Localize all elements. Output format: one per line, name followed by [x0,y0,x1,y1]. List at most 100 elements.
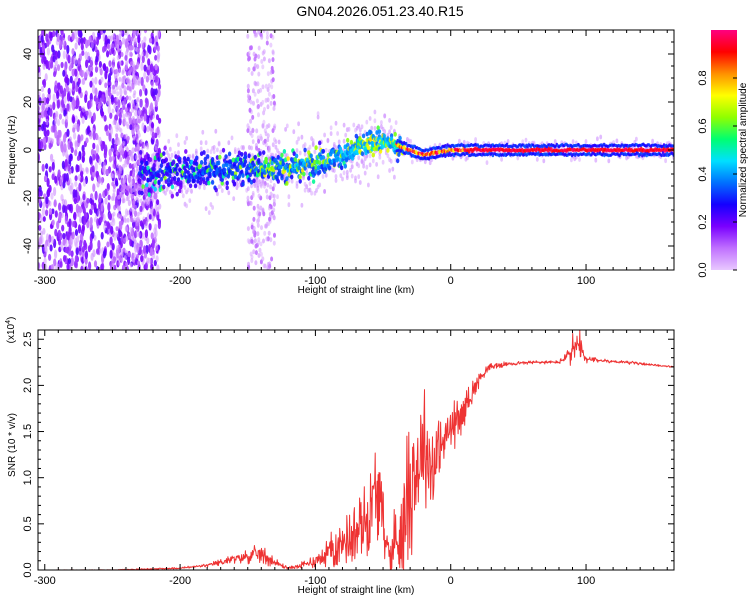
spectrogram-y-axis-label: Frequency (Hz) [7,116,18,185]
spectrogram-cell [168,146,172,152]
spectrogram-cell [98,60,102,68]
spectrogram-cell [146,165,150,171]
spectrogram-cell [89,70,94,77]
spectrogram-cell [60,61,64,69]
spectrogram-cell [272,207,276,213]
spectrogram-cell [139,205,143,213]
spectrogram-cell [89,80,93,88]
spectrogram-cell [63,172,67,183]
spectrogram-cell [373,125,377,131]
spectrogram-cell [447,153,450,158]
spectrogram-cell [331,149,335,154]
spectrogram-cell [257,138,261,144]
spectrogram-cell [264,83,268,89]
spectrogram-cell [86,197,90,204]
spectrogram-cell [129,226,133,232]
spectrogram-cell [100,231,104,240]
spectrogram-cell [388,118,391,123]
spectrogram-cell [308,187,312,193]
spectrogram-cell [112,163,115,169]
spectrogram-cell [67,258,72,264]
spectrogram-cell [122,265,126,270]
spectrogram-cell [280,173,284,179]
spectrogram-cell [148,109,152,116]
spectrogram-cell [121,100,125,106]
spectrogram-cell [131,173,135,179]
spectrogram-cell [98,158,102,166]
spectrogram-cell [53,199,57,208]
spectrogram-cell [74,58,78,65]
spectrogram-cell [261,64,265,70]
spectrogram-cell [263,183,266,189]
spectrogram-cell [140,255,144,263]
spectrogram-cell [173,176,177,181]
spectrogram-cell [248,172,252,178]
spectrogram-cell [274,144,278,150]
spectrogram-cell [381,159,385,165]
spectrogram-cell [56,119,61,126]
spectrogram-cell [86,126,90,135]
spectrogram-cell [360,151,365,157]
spectrogram-cell [311,179,316,185]
spectrogram-cell [130,188,134,194]
spectrogram-cell [66,263,70,270]
spectrogram-cell [261,207,265,213]
spectrogram-cell [292,151,296,157]
spectrogram-cell [114,114,119,121]
spectrogram-cell [423,159,427,165]
spectrogram-cell [42,216,46,222]
spectrogram-cell [265,124,269,130]
spectrogram-cell [61,160,65,170]
spectrogram-cell [67,231,71,241]
spectrogram-cell [340,165,344,171]
spectrogram-cell [88,99,92,109]
spectrogram-cell [111,217,115,223]
spectrogram-cell [170,152,174,158]
spectrogram-cell [215,155,220,160]
spectrogram-cell [311,138,315,144]
spectrogram-cell [145,244,149,255]
spectrogram-cell [257,45,261,51]
spectrogram-cell [114,81,118,87]
spectrogram-cell [45,163,49,170]
spectrogram-cell [122,113,126,119]
spectrogram-cell [297,136,300,142]
spectrogram-cell [141,122,145,131]
spectrogram-cell [349,167,352,173]
spectrogram-cell [78,182,82,192]
snr-y-scale-factor: (x104) [5,317,17,344]
spectrogram-cell [388,129,391,135]
spectrogram-cell [134,46,138,52]
spectrogram-cell [77,57,81,67]
spectrogram-cell [136,216,140,222]
spectrogram-cell [171,159,176,165]
spectrogram-cell [90,148,95,156]
spectrogram-x-axis-label: Height of straight line (km) [298,285,415,296]
spectrogram-cell [54,249,58,259]
spectrogram-cell [336,131,339,136]
spectrogram-cell [145,182,149,188]
spectrogram-cell [267,58,271,64]
spectrogram-x-tick-label: 0 [448,275,454,287]
spectrogram-cell [295,140,299,145]
spectrogram-cell [125,261,129,267]
spectrogram-cell [102,63,106,70]
spectrogram-cell [125,174,129,179]
spectrogram-cell [133,252,137,258]
spectrogram-cell [62,237,66,246]
spectrogram-cell [115,96,119,102]
spectrogram-cell [42,78,47,88]
spectrogram-cell [250,71,254,76]
spectrogram-cell [380,120,383,125]
spectrogram-cell [256,218,259,224]
spectrogram-cell [93,260,98,268]
spectrogram-cell [326,137,330,143]
snr-x-tick-label: 100 [577,575,595,587]
spectrogram-cell [92,112,96,122]
spectrogram-cell [132,199,136,205]
spectrogram-cell [96,49,100,58]
spectrogram-cell [62,50,66,60]
spectrogram-cell [398,135,402,141]
spectrogram-cell [373,109,377,115]
spectrogram-cell [56,82,61,90]
